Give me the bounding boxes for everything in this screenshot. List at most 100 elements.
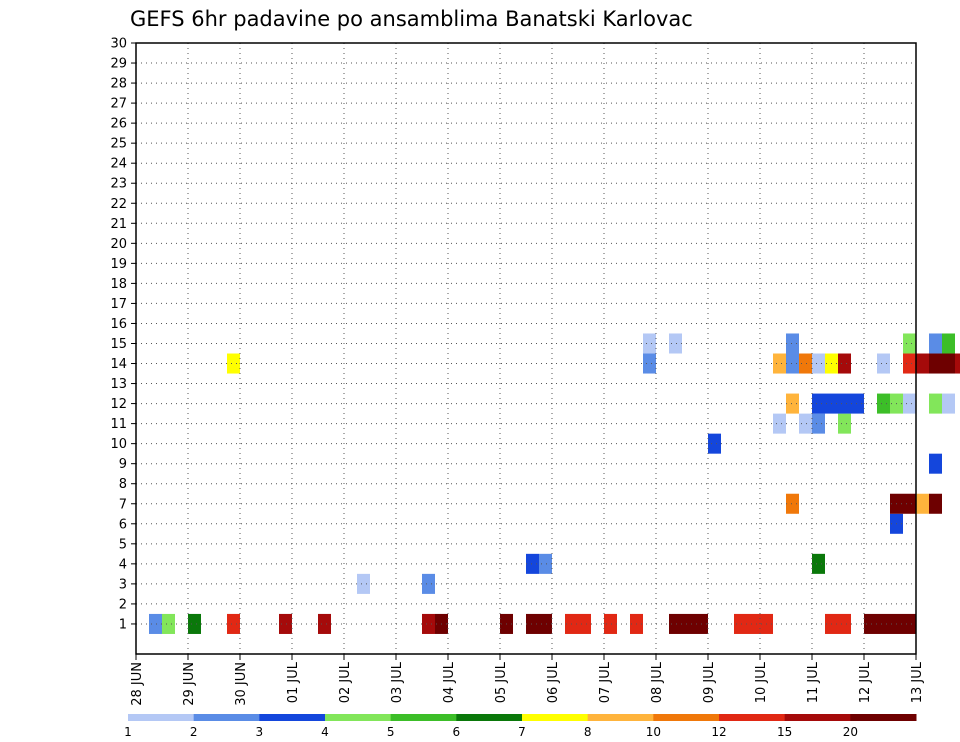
heat-cell [812, 393, 825, 414]
heat-cell [786, 353, 799, 374]
grid-lines [136, 42, 916, 654]
colorbar-label: 20 [843, 725, 858, 739]
heat-cell [812, 353, 825, 374]
x-tick-label: 28 JUN [130, 662, 145, 706]
y-tick-label: 25 [110, 137, 127, 152]
heat-cell [799, 413, 812, 434]
heat-cell [422, 613, 435, 634]
colorbar-swatch [390, 714, 457, 721]
colorbar-label: 7 [518, 725, 526, 739]
heat-cell [903, 353, 916, 374]
colorbar-swatch [259, 714, 326, 721]
heat-cell [877, 393, 890, 414]
y-tick-label: 13 [110, 377, 127, 392]
x-tick-label: 11 JUL [806, 661, 821, 703]
x-tick-label: 29 JUN [182, 662, 197, 706]
heat-cell [851, 393, 864, 414]
y-tick-label: 12 [110, 397, 127, 412]
heat-cell [929, 453, 942, 474]
heat-cell [929, 393, 942, 414]
y-tick-label: 15 [110, 337, 127, 352]
colorbar-swatch [719, 714, 786, 721]
colorbar-swatch [850, 714, 917, 721]
x-tick-label: 10 JUL [754, 661, 769, 703]
heat-cell [942, 393, 955, 414]
heat-cell [747, 613, 760, 634]
heat-cell [903, 333, 916, 354]
colorbar-swatch [784, 714, 851, 721]
heat-cell [955, 353, 960, 374]
y-tick-label: 11 [110, 417, 127, 432]
y-tick-label: 18 [110, 277, 127, 292]
colorbar-label: 15 [777, 725, 792, 739]
y-tick-label: 5 [119, 537, 127, 552]
heat-cell [578, 613, 591, 634]
y-tick-label: 23 [110, 177, 127, 192]
y-tick-label: 26 [110, 117, 127, 132]
y-tick-label: 21 [110, 217, 127, 232]
heat-cell [643, 353, 656, 374]
y-tick-label: 1 [119, 617, 127, 632]
heat-cell [877, 613, 890, 634]
x-tick-label: 03 JUL [390, 661, 405, 703]
heat-cell [669, 613, 682, 634]
y-tick-label: 6 [119, 517, 127, 532]
y-tick-label: 7 [119, 497, 127, 512]
x-tick-label: 01 JUL [286, 661, 301, 703]
heat-cell [318, 613, 331, 634]
heat-cell [786, 493, 799, 514]
x-tick-label: 30 JUN [234, 662, 249, 706]
heat-cell [227, 353, 240, 374]
y-tick-label: 20 [110, 237, 127, 252]
colorbar-label: 1 [124, 725, 132, 739]
heat-cell [227, 613, 240, 634]
heat-cell [422, 573, 435, 594]
y-tick-label: 28 [110, 77, 127, 92]
heat-cell [916, 493, 929, 514]
heat-cell [149, 613, 162, 634]
colorbar-label: 8 [584, 725, 592, 739]
colorbar-label: 12 [711, 725, 726, 739]
colorbar: 1 2 3 4 5 6 7 8 10 12 15 20 [124, 714, 917, 739]
y-tick-label: 2 [119, 597, 127, 612]
colorbar-swatch [522, 714, 589, 721]
colorbar-swatch [653, 714, 720, 721]
heat-cell [539, 613, 552, 634]
y-tick-label: 3 [119, 577, 127, 592]
colorbar-swatch [456, 714, 523, 721]
heat-cell [357, 573, 370, 594]
colorbar-swatch [193, 714, 260, 721]
x-axis: 28 JUN 29 JUN 30 JUN 01 JUL 02 JUL 03 JUL 04 J… [130, 654, 925, 706]
y-tick-label: 29 [110, 57, 127, 72]
y-tick-label: 22 [110, 197, 127, 212]
y-tick-label: 30 [110, 37, 127, 52]
heat-cell [838, 393, 851, 414]
heat-cell [877, 353, 890, 374]
heat-cell [929, 493, 942, 514]
heat-cell [812, 413, 825, 434]
y-tick-label: 19 [110, 257, 127, 272]
heat-cell [708, 433, 721, 454]
x-tick-label: 05 JUL [494, 661, 509, 703]
colorbar-label: 3 [256, 725, 264, 739]
heat-cell [734, 613, 747, 634]
colorbar-label: 6 [453, 725, 461, 739]
heat-cell [942, 353, 955, 374]
y-tick-label: 24 [110, 157, 127, 172]
heat-cell [526, 613, 539, 634]
heatmap-cells [149, 333, 960, 634]
heat-cell [942, 333, 955, 354]
heat-cell [903, 493, 916, 514]
heat-cell [773, 413, 786, 434]
heat-cell [929, 353, 942, 374]
y-axis: 1234567891011121314151617181920212223242… [110, 37, 136, 632]
y-tick-label: 9 [119, 457, 127, 472]
colorbar-swatch [128, 714, 195, 721]
heat-cell [838, 353, 851, 374]
chart-title: GEFS 6hr padavine po ansamblima Banatski… [130, 7, 693, 31]
heat-cell [279, 613, 292, 634]
x-tick-label: 09 JUL [702, 661, 717, 703]
heat-cell [773, 353, 786, 374]
heat-cell [929, 333, 942, 354]
